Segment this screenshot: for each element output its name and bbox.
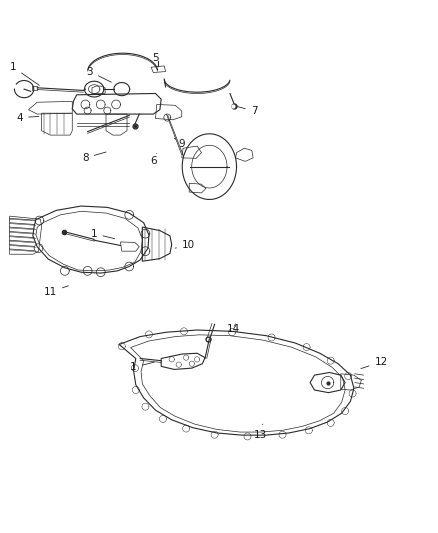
Text: 1: 1 bbox=[91, 229, 115, 239]
Text: 11: 11 bbox=[44, 286, 68, 297]
Text: 7: 7 bbox=[237, 106, 258, 116]
Text: 13: 13 bbox=[254, 424, 267, 440]
Text: 8: 8 bbox=[82, 152, 106, 163]
Text: 5: 5 bbox=[152, 53, 159, 66]
Text: 12: 12 bbox=[361, 357, 388, 368]
Text: 4: 4 bbox=[16, 112, 39, 123]
Text: 10: 10 bbox=[175, 240, 195, 251]
Text: 1: 1 bbox=[130, 362, 154, 372]
Text: 3: 3 bbox=[86, 67, 111, 82]
Text: 14: 14 bbox=[227, 324, 240, 334]
Text: 9: 9 bbox=[174, 138, 185, 149]
Text: 1: 1 bbox=[10, 62, 39, 85]
Text: 6: 6 bbox=[150, 154, 157, 166]
